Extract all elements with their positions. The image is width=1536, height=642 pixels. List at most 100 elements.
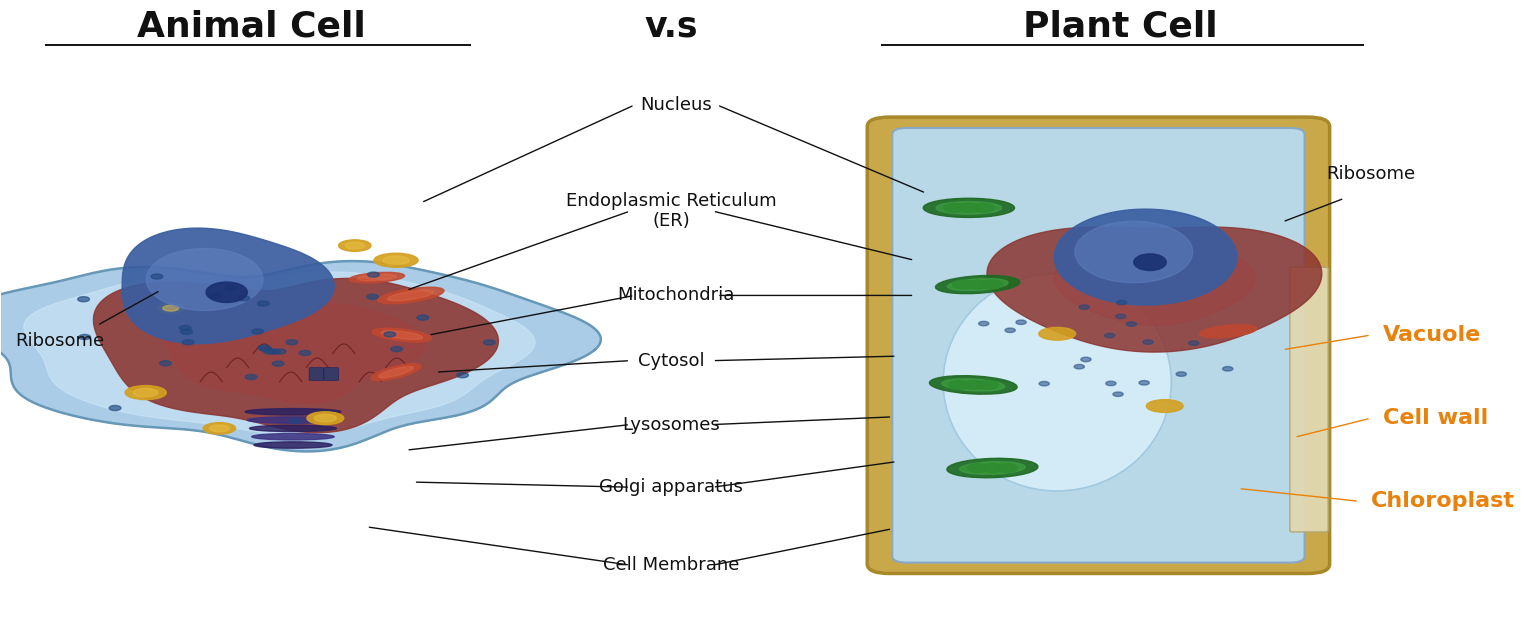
- FancyBboxPatch shape: [324, 368, 338, 381]
- Ellipse shape: [315, 414, 336, 422]
- Ellipse shape: [378, 287, 444, 304]
- Circle shape: [1104, 333, 1115, 338]
- Polygon shape: [0, 261, 601, 451]
- Circle shape: [958, 204, 978, 213]
- Text: Ribosome: Ribosome: [15, 333, 104, 351]
- Circle shape: [1114, 392, 1123, 397]
- Ellipse shape: [387, 290, 435, 301]
- Ellipse shape: [358, 274, 396, 281]
- Circle shape: [1140, 381, 1149, 385]
- Text: Nucleus: Nucleus: [641, 96, 711, 114]
- Circle shape: [978, 322, 989, 325]
- Ellipse shape: [1134, 254, 1166, 270]
- Circle shape: [456, 372, 468, 377]
- Polygon shape: [123, 228, 335, 343]
- Text: Lysosomes: Lysosomes: [622, 415, 720, 433]
- Circle shape: [238, 296, 249, 301]
- Circle shape: [183, 340, 194, 345]
- Circle shape: [943, 204, 965, 213]
- Circle shape: [260, 347, 272, 352]
- Ellipse shape: [373, 253, 418, 267]
- Ellipse shape: [252, 433, 335, 440]
- Ellipse shape: [379, 367, 413, 378]
- Circle shape: [269, 349, 280, 354]
- Ellipse shape: [203, 422, 235, 434]
- Circle shape: [367, 272, 379, 277]
- Circle shape: [181, 329, 192, 334]
- Circle shape: [1143, 340, 1154, 344]
- Circle shape: [160, 361, 172, 366]
- Ellipse shape: [942, 379, 1005, 391]
- Ellipse shape: [246, 408, 341, 415]
- Polygon shape: [161, 304, 425, 404]
- Ellipse shape: [372, 363, 421, 381]
- Polygon shape: [94, 279, 499, 433]
- Circle shape: [1117, 300, 1127, 305]
- Circle shape: [109, 406, 121, 411]
- Polygon shape: [1075, 221, 1192, 282]
- Ellipse shape: [946, 458, 1038, 478]
- Ellipse shape: [923, 198, 1014, 218]
- Ellipse shape: [124, 386, 166, 399]
- Ellipse shape: [253, 442, 332, 448]
- Ellipse shape: [209, 425, 229, 432]
- Circle shape: [286, 340, 298, 345]
- Circle shape: [246, 374, 257, 379]
- Ellipse shape: [381, 331, 422, 340]
- Ellipse shape: [134, 388, 158, 397]
- Polygon shape: [988, 227, 1322, 352]
- Text: Cell Membrane: Cell Membrane: [604, 556, 740, 574]
- Text: Cytosol: Cytosol: [637, 352, 705, 370]
- Circle shape: [1106, 381, 1117, 386]
- Text: Chloroplast: Chloroplast: [1370, 491, 1514, 511]
- FancyBboxPatch shape: [868, 117, 1330, 573]
- Circle shape: [1115, 314, 1126, 318]
- Circle shape: [275, 349, 286, 354]
- Circle shape: [1081, 357, 1091, 361]
- Text: Golgi apparatus: Golgi apparatus: [599, 478, 743, 496]
- Polygon shape: [25, 272, 535, 435]
- Ellipse shape: [349, 272, 404, 282]
- Ellipse shape: [206, 282, 247, 302]
- Text: Ribosome: Ribosome: [1326, 165, 1415, 183]
- Polygon shape: [146, 248, 263, 310]
- Circle shape: [1177, 372, 1186, 376]
- Ellipse shape: [346, 242, 364, 249]
- Ellipse shape: [249, 425, 336, 431]
- Circle shape: [384, 332, 396, 337]
- Text: Vacuole: Vacuole: [1382, 325, 1481, 345]
- Circle shape: [982, 280, 1003, 289]
- Ellipse shape: [935, 275, 1020, 293]
- Circle shape: [258, 301, 269, 306]
- Ellipse shape: [1200, 325, 1256, 338]
- Ellipse shape: [1146, 399, 1183, 412]
- Circle shape: [978, 381, 998, 390]
- Text: Mitochondria: Mitochondria: [617, 286, 734, 304]
- Circle shape: [997, 464, 1017, 473]
- Circle shape: [258, 345, 270, 351]
- Circle shape: [180, 325, 190, 331]
- Circle shape: [1078, 305, 1089, 309]
- Circle shape: [264, 349, 275, 354]
- Circle shape: [272, 361, 284, 366]
- Circle shape: [982, 464, 1003, 473]
- Circle shape: [974, 204, 994, 213]
- FancyBboxPatch shape: [1290, 267, 1329, 532]
- Ellipse shape: [935, 202, 1001, 214]
- Ellipse shape: [163, 306, 178, 311]
- Circle shape: [1223, 367, 1233, 371]
- Circle shape: [1005, 328, 1015, 333]
- Circle shape: [78, 334, 91, 340]
- Ellipse shape: [948, 279, 1008, 291]
- Ellipse shape: [943, 273, 1172, 491]
- Text: Plant Cell: Plant Cell: [1023, 10, 1218, 44]
- Circle shape: [952, 280, 974, 289]
- FancyBboxPatch shape: [892, 128, 1304, 562]
- Text: v.s: v.s: [645, 10, 699, 44]
- Text: Cell wall: Cell wall: [1382, 408, 1488, 428]
- Ellipse shape: [929, 376, 1017, 394]
- Circle shape: [968, 280, 988, 289]
- Circle shape: [289, 419, 301, 424]
- Text: Endoplasmic Reticulum
(ER): Endoplasmic Reticulum (ER): [567, 192, 777, 230]
- Circle shape: [484, 340, 495, 345]
